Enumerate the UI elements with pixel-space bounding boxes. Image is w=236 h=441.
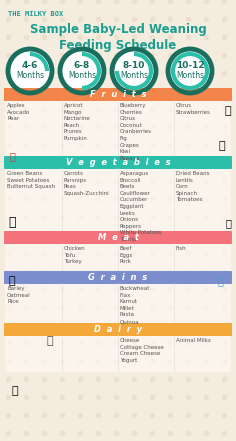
Text: 🥕: 🥕	[8, 217, 16, 229]
Circle shape	[168, 49, 212, 93]
Text: Green Beans
Sweet Potatoes
Butternut Squash: Green Beans Sweet Potatoes Butternut Squ…	[7, 171, 55, 189]
Text: Fish: Fish	[176, 246, 187, 251]
Text: Chicken
Tofu
Turkey: Chicken Tofu Turkey	[64, 246, 86, 264]
Text: 4-6: 4-6	[22, 61, 38, 71]
FancyBboxPatch shape	[5, 100, 231, 157]
Text: Apples
Avocado
Pear: Apples Avocado Pear	[7, 103, 30, 121]
FancyBboxPatch shape	[4, 88, 232, 101]
Text: Buckwheat
Flax
Kamut
Millet
Pasta
Quinoa: Buckwheat Flax Kamut Millet Pasta Quinoa	[120, 286, 150, 324]
Text: 🌾: 🌾	[47, 336, 53, 346]
Text: Blueberry
Cherries
Citrus
Coconut
Cranberries
Fig
Grapes
Kiwi
Papaya: Blueberry Cherries Citrus Coconut Cranbe…	[120, 103, 152, 161]
FancyBboxPatch shape	[5, 283, 231, 324]
Text: 🧅: 🧅	[225, 218, 231, 228]
Text: Citrus
Strawberries: Citrus Strawberries	[176, 103, 211, 115]
Text: G  r  a  i  n  s: G r a i n s	[88, 273, 148, 282]
Text: 6-8: 6-8	[74, 61, 90, 71]
Circle shape	[60, 49, 104, 93]
Text: Animal Milks: Animal Milks	[176, 338, 211, 343]
Text: Months: Months	[68, 71, 96, 81]
Circle shape	[8, 49, 52, 93]
FancyBboxPatch shape	[5, 243, 231, 272]
Text: Months: Months	[120, 71, 148, 81]
Text: 🍓: 🍓	[9, 151, 15, 161]
Text: M  e  a  t: M e a t	[97, 233, 139, 242]
Text: Dried Beans
Lentils
Corn
Spinach
Tomatoes: Dried Beans Lentils Corn Spinach Tomatoe…	[176, 171, 210, 202]
FancyBboxPatch shape	[4, 231, 232, 244]
FancyBboxPatch shape	[5, 335, 231, 372]
Text: V  e  g  e  t  a  b  l  e  s: V e g e t a b l e s	[66, 158, 170, 167]
Text: 🍓: 🍓	[219, 141, 225, 151]
Text: D  a  i  r  y: D a i r y	[94, 325, 142, 334]
Text: 🥩: 🥩	[9, 276, 15, 286]
Text: THE MILKY BOX: THE MILKY BOX	[8, 11, 63, 17]
Text: Apricot
Mango
Nectarine
Peach
Prunes
Pumpkin: Apricot Mango Nectarine Peach Prunes Pum…	[64, 103, 91, 141]
Circle shape	[112, 49, 156, 93]
Text: Carrots
Parsnips
Peas
Squash-Zucchini: Carrots Parsnips Peas Squash-Zucchini	[64, 171, 110, 196]
Text: 🐟: 🐟	[217, 276, 223, 286]
Text: 8-10: 8-10	[123, 61, 145, 71]
Text: Barley
Oatmeal
Rice: Barley Oatmeal Rice	[7, 286, 31, 304]
Text: Asparagus
Broccoli
Beets
Cauliflower
Cucumber
Eggplant
Leeks
Onions
Peppers
Whit: Asparagus Broccoli Beets Cauliflower Cuc…	[120, 171, 161, 242]
Text: F  r  u  i  t  s: F r u i t s	[90, 90, 146, 99]
Text: 🧀: 🧀	[12, 386, 18, 396]
Text: Cheese
Cottage Cheese
Cream Cheese
Yogurt: Cheese Cottage Cheese Cream Cheese Yogur…	[120, 338, 164, 363]
FancyBboxPatch shape	[4, 156, 232, 169]
Text: 10-12: 10-12	[176, 61, 204, 71]
FancyBboxPatch shape	[4, 323, 232, 336]
FancyBboxPatch shape	[4, 271, 232, 284]
Text: 🥝: 🥝	[225, 106, 231, 116]
Text: Months: Months	[16, 71, 44, 81]
Text: Beef
Eggs
Pork: Beef Eggs Pork	[120, 246, 133, 264]
Text: Sample Baby-Led Weaning
Feeding Schedule: Sample Baby-Led Weaning Feeding Schedule	[30, 23, 206, 52]
Text: Months: Months	[176, 71, 204, 81]
FancyBboxPatch shape	[5, 168, 231, 232]
